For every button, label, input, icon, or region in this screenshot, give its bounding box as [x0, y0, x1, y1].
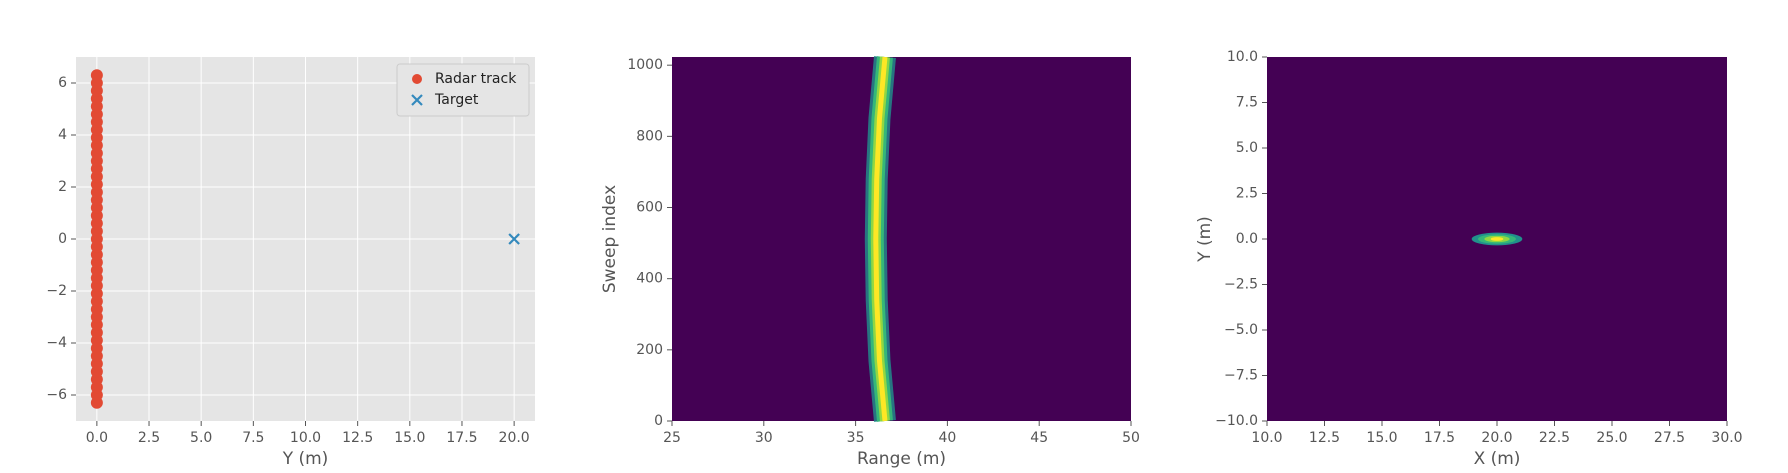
legend-marker [411, 94, 423, 106]
x-tick-label: 12.5 [1309, 430, 1340, 446]
legend-marker [412, 74, 422, 84]
y-tick-label: 2 [58, 179, 67, 195]
x-tick-label: 30 [755, 430, 773, 446]
x-tick-label: 25.0 [1596, 430, 1627, 446]
legend-label: Radar track [435, 71, 517, 87]
y-axis-label: Y (m) [1195, 216, 1215, 263]
x-tick-label: 17.5 [1424, 430, 1455, 446]
x-tick-label: 0.0 [86, 430, 108, 446]
track-point [90, 69, 103, 82]
x-tick-label: 30.0 [1711, 430, 1742, 446]
y-tick-label: −2 [46, 283, 67, 299]
y-tick-label: 400 [636, 271, 663, 287]
y-tick-label: −5.0 [1224, 322, 1258, 338]
x-tick-label: 15.0 [1366, 430, 1397, 446]
y-tick-label: 0 [58, 231, 67, 247]
x-tick-label: 7.5 [242, 430, 264, 446]
y-tick-label: 2.5 [1236, 186, 1258, 202]
y-tick-label: −7.5 [1224, 368, 1258, 384]
y-tick-label: −6 [46, 387, 67, 403]
y-tick-label: 0 [654, 413, 663, 429]
plot-area [672, 57, 1131, 421]
y-tick-label: 800 [636, 128, 663, 144]
x-tick-label: 10.0 [1251, 430, 1282, 446]
y-tick-label: 1000 [627, 57, 663, 73]
x-tick-label: 22.5 [1539, 430, 1570, 446]
target-marker [508, 233, 520, 245]
y-tick-label: 10.0 [1227, 49, 1258, 65]
x-tick-label: 20.0 [1481, 430, 1512, 446]
x-tick-label: 15.0 [394, 430, 425, 446]
y-tick-label: 200 [636, 342, 663, 358]
y-axis-label: Sweep index [600, 185, 620, 293]
x-tick-label: 5.0 [190, 430, 212, 446]
x-tick-label: 27.5 [1654, 430, 1685, 446]
x-tick-label: 35 [847, 430, 865, 446]
x-tick-label: 20.0 [499, 430, 530, 446]
spot [1490, 237, 1504, 241]
x-tick-label: 45 [1030, 430, 1048, 446]
y-tick-label: 6 [58, 75, 67, 91]
x-tick-label: 10.0 [290, 430, 321, 446]
y-tick-label: −10.0 [1215, 413, 1258, 429]
x-tick-label: 17.5 [446, 430, 477, 446]
y-tick-label: −2.5 [1224, 277, 1258, 293]
x-tick-label: 40 [938, 430, 956, 446]
legend-label: Target [434, 92, 479, 108]
x-axis-label: X (m) [1474, 449, 1521, 469]
legend [396, 63, 530, 117]
x-axis-label: Y (m) [282, 449, 329, 469]
x-tick-label: 50 [1122, 430, 1140, 446]
y-tick-label: 7.5 [1236, 95, 1258, 111]
ridge [873, 56, 888, 422]
x-tick-label: 25 [663, 430, 681, 446]
y-tick-label: −4 [46, 335, 67, 351]
y-tick-label: 0.0 [1236, 231, 1258, 247]
y-tick-label: 600 [636, 200, 663, 216]
x-axis-label: Range (m) [857, 449, 946, 469]
y-tick-label: 4 [58, 127, 67, 143]
x-tick-label: 12.5 [342, 430, 373, 446]
x-tick-label: 2.5 [138, 430, 160, 446]
y-tick-label: 5.0 [1236, 140, 1258, 156]
